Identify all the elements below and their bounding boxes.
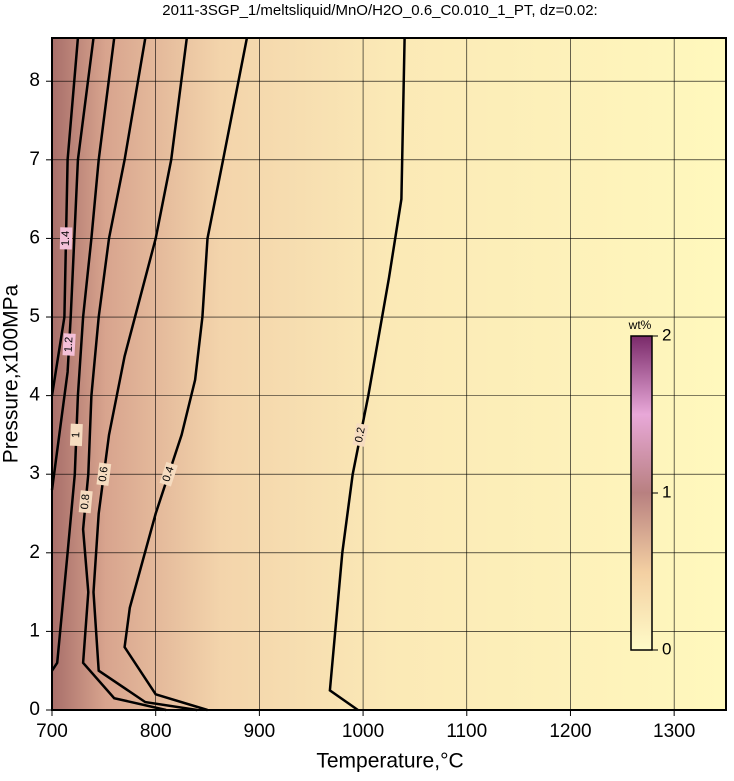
contour-label: 0.6 <box>97 466 111 483</box>
x-tick-label: 1300 <box>653 721 695 742</box>
plot-frame <box>51 37 727 711</box>
contour-line <box>123 37 249 712</box>
plot-background <box>52 38 726 710</box>
colorbar-tick-label: 0 <box>662 639 671 658</box>
colorbar <box>630 335 653 651</box>
contour-line <box>50 37 95 491</box>
contour-label-group: 0.2 <box>352 422 369 447</box>
x-axis-label: Temperature,°C <box>316 750 463 773</box>
y-axis-label: Pressure,x100MPa <box>0 284 23 463</box>
y-tick-label: 8 <box>29 70 40 91</box>
contour-label-bg <box>59 227 73 250</box>
y-tick-label: 0 <box>29 699 40 720</box>
contour-label: 0.2 <box>353 426 368 443</box>
x-tick-label: 1200 <box>549 721 591 742</box>
contour-label-group: 0.4 <box>159 461 178 487</box>
contour-label-bg <box>62 333 76 356</box>
contour-line <box>50 37 116 672</box>
y-tick-label: 2 <box>29 542 40 563</box>
y-tick-label: 4 <box>29 385 40 406</box>
contour-label-group: 1 <box>69 423 83 447</box>
contour-label: 1.4 <box>60 231 72 247</box>
contour-label-group: 0.8 <box>78 490 93 514</box>
contour-label-bg <box>352 422 369 447</box>
contour-label: 0.8 <box>79 494 92 510</box>
colorbar-tick-label: 2 <box>662 325 671 344</box>
contour-label-group: 1.4 <box>59 227 73 250</box>
y-tick-label: 1 <box>29 620 40 641</box>
contour-label: 1.2 <box>63 337 76 353</box>
contour-label-group: 1.2 <box>62 333 76 356</box>
y-tick-label: 6 <box>29 227 40 248</box>
x-tick-label: 800 <box>140 721 172 742</box>
y-tick-label: 3 <box>29 463 40 484</box>
colorbar-label: wt% <box>628 318 652 332</box>
x-tick-label: 1100 <box>446 721 487 742</box>
contour-label-group: 0.6 <box>96 462 112 486</box>
contour-label-bg <box>96 462 112 486</box>
contour-line <box>81 37 167 712</box>
y-tick-label: 7 <box>29 149 40 170</box>
y-tick-label: 5 <box>29 306 40 327</box>
x-tick-label: 700 <box>36 721 68 742</box>
contour-label-bg <box>69 423 83 447</box>
contour-label: 0.4 <box>160 465 176 483</box>
contour-label: 1 <box>70 432 82 439</box>
contour-line <box>92 37 198 712</box>
x-tick-label: 1000 <box>342 721 384 742</box>
contour-label-bg <box>159 461 178 487</box>
contour-label-bg <box>78 490 93 514</box>
chart-title: 2011-3SGP_1/meltsliquid/MnO/H2O_0.6_C0.0… <box>162 2 597 19</box>
colorbar-tick-label: 1 <box>662 482 671 501</box>
x-tick-label: 900 <box>244 721 276 742</box>
